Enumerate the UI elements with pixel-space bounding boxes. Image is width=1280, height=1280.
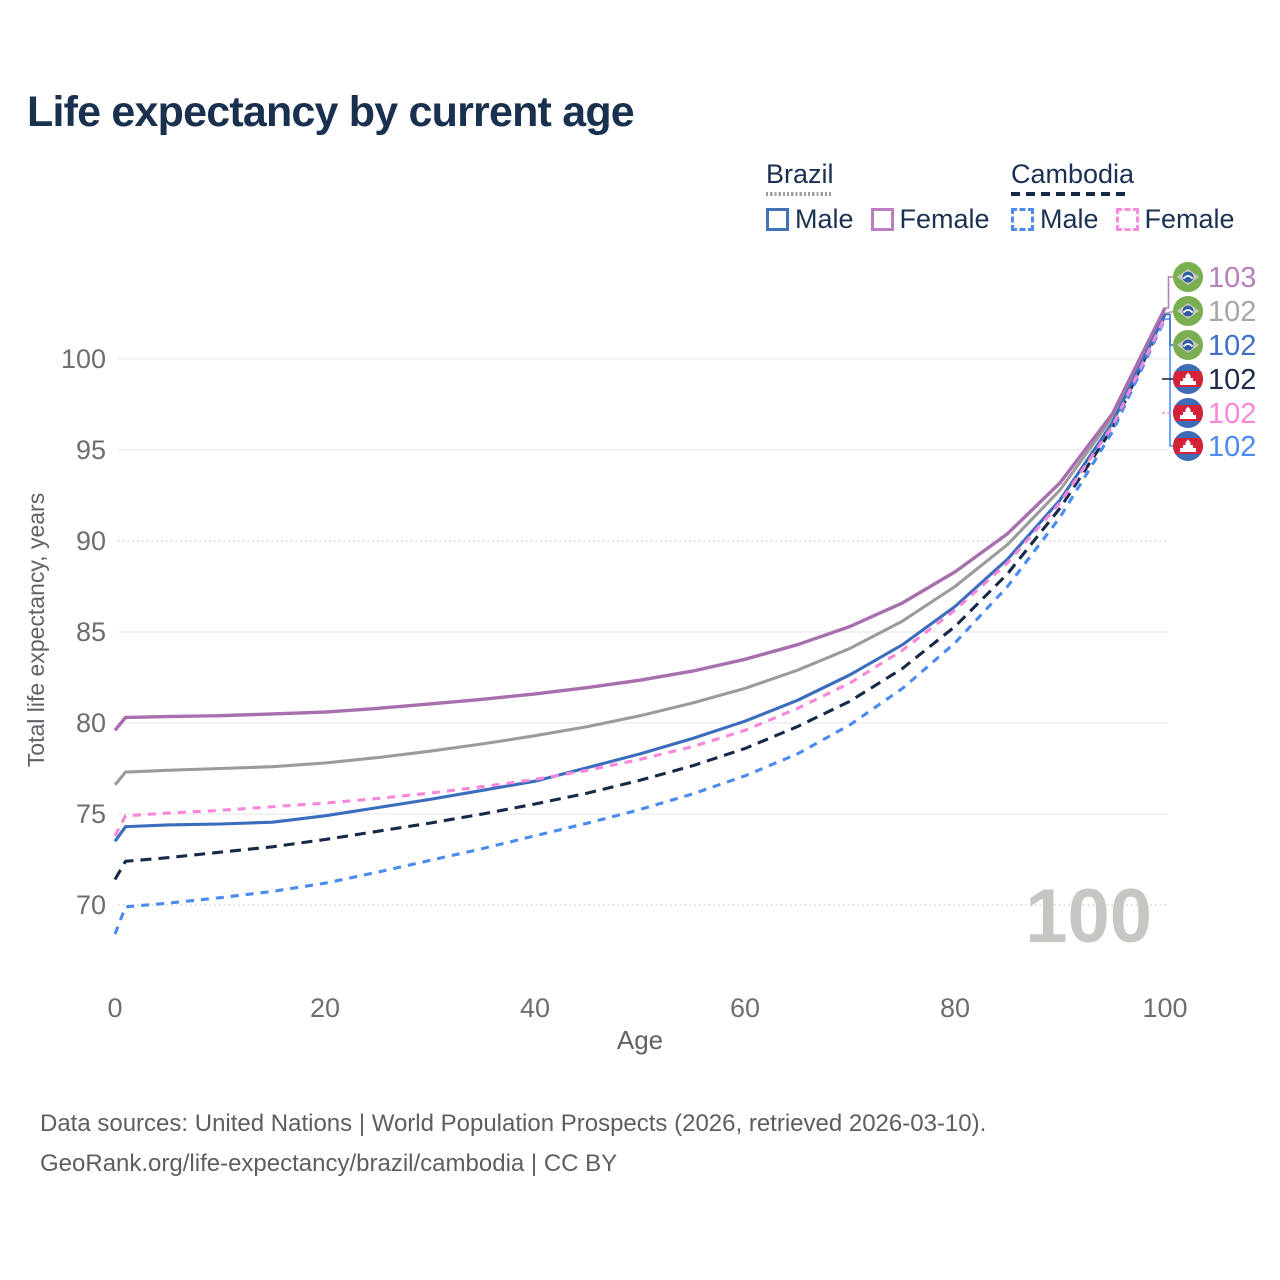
flag-icon-cambodia	[1173, 398, 1203, 428]
x-tick-label: 80	[940, 993, 970, 1023]
y-tick-label: 95	[76, 435, 106, 465]
x-tick-label: 20	[310, 993, 340, 1023]
x-tick-label: 60	[730, 993, 760, 1023]
y-tick-label: 75	[76, 799, 106, 829]
legend-line-sample-brazil	[766, 192, 832, 196]
series-line-cambodia-male[interactable]	[113, 318, 1167, 935]
flag-icon-cambodia	[1173, 431, 1203, 461]
legend-item-cambodia-male[interactable]: Male	[1011, 204, 1099, 235]
series-line-brazil-female[interactable]	[113, 307, 1167, 732]
legend-item-cambodia-female[interactable]: Female	[1115, 204, 1235, 235]
y-axis-title: Total life expectancy, years	[23, 493, 49, 767]
y-tick-label: 100	[61, 344, 106, 374]
y-tick-label: 70	[76, 890, 106, 920]
legend-group-cambodia: Cambodia Male Female	[1011, 159, 1235, 235]
series-line-brazil-male[interactable]	[113, 313, 1167, 843]
y-tick-label: 90	[76, 526, 106, 556]
legend-group-title-cambodia: Cambodia	[1011, 159, 1135, 189]
legend-item-label: Female	[899, 204, 990, 234]
x-axis-title: Age	[617, 1025, 663, 1055]
legend-item-brazil-female[interactable]: Female	[870, 204, 990, 235]
end-value-label-cambodia-female: 102	[1208, 398, 1256, 430]
hover-age-watermark: 100	[1025, 874, 1152, 959]
series-line-brazil-total[interactable]	[113, 312, 1167, 786]
legend-swatch-cambodia-male	[1011, 208, 1034, 231]
y-tick-label: 85	[76, 617, 106, 647]
flag-icon-brazil	[1173, 262, 1203, 292]
legend-item-label: Male	[795, 204, 854, 234]
legend-swatch-cambodia-female	[1115, 208, 1139, 231]
end-value-label-brazil-total: 102	[1208, 296, 1256, 328]
end-value-label-cambodia-total: 102	[1208, 364, 1256, 396]
page-title: Life expectancy by current age	[27, 88, 635, 136]
attribution-text: GeoRank.org/life-expectancy/brazil/cambo…	[40, 1150, 618, 1177]
footer: Data sources: United Nations | World Pop…	[40, 1104, 986, 1184]
end-value-label-brazil-male: 102	[1208, 330, 1256, 362]
x-tick-label: 0	[107, 993, 122, 1023]
series-line-cambodia-female[interactable]	[113, 316, 1167, 837]
series-line-cambodia-total[interactable]	[113, 314, 1167, 881]
legend-group-brazil: Brazil Male Female	[766, 159, 990, 235]
legend-swatch-brazil-male	[766, 208, 789, 231]
leader-line-brazil-female	[1164, 276, 1176, 309]
legend-swatch-brazil-female	[870, 208, 894, 231]
x-tick-label: 100	[1142, 993, 1187, 1023]
legend-group-title-brazil: Brazil	[766, 159, 834, 189]
x-tick-label: 40	[520, 993, 550, 1023]
end-value-label-cambodia-male: 102	[1208, 431, 1256, 463]
flag-icon-brazil	[1173, 296, 1203, 326]
flag-icon-cambodia	[1173, 364, 1203, 394]
legend-line-sample-cambodia	[1011, 192, 1128, 196]
y-tick-label: 80	[76, 708, 106, 738]
legend-item-brazil-male[interactable]: Male	[766, 204, 854, 235]
legend-item-label: Female	[1144, 204, 1235, 234]
data-sources-text: Data sources: United Nations | World Pop…	[40, 1110, 987, 1137]
flag-icon-brazil	[1173, 330, 1203, 360]
legend-item-label: Male	[1040, 204, 1099, 234]
end-value-label-brazil-female: 103	[1208, 262, 1256, 294]
